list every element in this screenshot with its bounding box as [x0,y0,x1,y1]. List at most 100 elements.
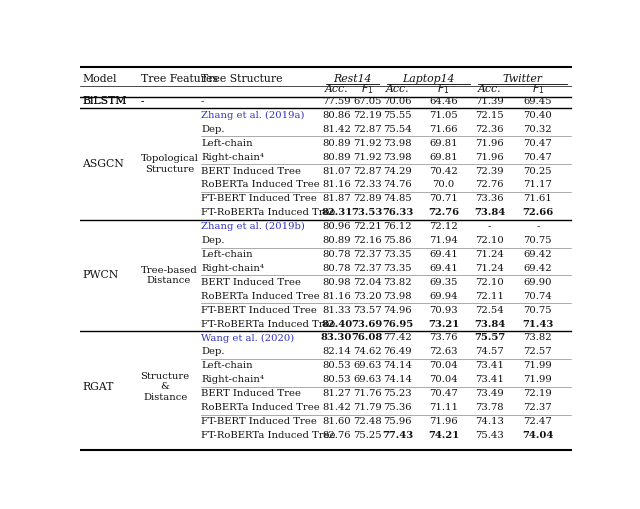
Text: 81.16: 81.16 [323,292,351,301]
Text: 77.42: 77.42 [383,333,412,343]
Text: BERT Induced Tree: BERT Induced Tree [201,166,301,176]
Text: 71.05: 71.05 [429,111,458,120]
Text: 82.31: 82.31 [321,208,352,217]
Text: 80.86: 80.86 [323,111,351,120]
Text: 74.04: 74.04 [522,431,554,440]
Text: 73.98: 73.98 [383,292,412,301]
Text: RGAT: RGAT [82,382,113,392]
Text: Tree Features: Tree Features [141,74,218,83]
Text: 69.35: 69.35 [429,278,458,287]
Text: -: - [488,222,491,231]
Text: Left-chain: Left-chain [201,361,253,371]
Text: 72.19: 72.19 [524,389,552,398]
Text: 72.63: 72.63 [429,347,458,356]
Text: 74.14: 74.14 [383,361,412,371]
Text: 69.90: 69.90 [524,278,552,287]
Text: -: - [201,97,204,106]
Text: Structure
&
Distance: Structure & Distance [141,372,190,402]
Text: 71.11: 71.11 [429,403,458,412]
Text: 69.63: 69.63 [353,361,381,371]
Text: 75.54: 75.54 [383,125,412,134]
Text: 72.89: 72.89 [353,194,381,203]
Text: Tree Structure: Tree Structure [201,74,282,83]
Text: 80.53: 80.53 [323,375,351,384]
Text: 64.46: 64.46 [429,97,458,106]
Text: 70.75: 70.75 [524,236,552,245]
Text: 81.42: 81.42 [323,403,351,412]
Text: 76.49: 76.49 [383,347,412,356]
Text: 74.14: 74.14 [383,375,412,384]
Text: 70.71: 70.71 [429,194,458,203]
Text: 71.76: 71.76 [353,389,381,398]
Text: 71.96: 71.96 [475,153,504,161]
Text: 74.85: 74.85 [383,194,412,203]
Text: 82.40: 82.40 [321,320,352,329]
Text: 74.29: 74.29 [383,166,412,176]
Text: 80.78: 80.78 [323,264,351,273]
Text: 75.36: 75.36 [383,403,412,412]
Text: BiLSTM: BiLSTM [82,96,127,106]
Text: 72.33: 72.33 [353,180,381,189]
Text: 81.87: 81.87 [323,194,351,203]
Text: -: - [536,222,540,231]
Text: Twitter: Twitter [502,74,543,83]
Text: 75.55: 75.55 [383,111,412,120]
Text: 69.41: 69.41 [429,264,458,273]
Text: Right-chain⁴: Right-chain⁴ [201,375,264,384]
Text: 69.94: 69.94 [429,292,458,301]
Text: 71.92: 71.92 [353,153,381,161]
Text: 71.96: 71.96 [429,417,458,426]
Text: 77.59: 77.59 [323,97,351,106]
Text: 72.47: 72.47 [524,417,552,426]
Text: 70.06: 70.06 [383,97,412,106]
Text: 73.41: 73.41 [475,375,504,384]
Text: 70.04: 70.04 [429,375,458,384]
Text: 72.19: 72.19 [353,111,381,120]
Text: 74.57: 74.57 [475,347,504,356]
Text: 69.41: 69.41 [429,250,458,259]
Text: 70.42: 70.42 [429,166,458,176]
Text: 72.16: 72.16 [353,236,381,245]
Text: 71.79: 71.79 [353,403,381,412]
Text: 73.82: 73.82 [524,333,552,343]
Text: 73.36: 73.36 [475,194,504,203]
Text: 72.10: 72.10 [475,278,504,287]
Text: $F_1$: $F_1$ [361,82,373,96]
Text: Zhang et al. (2019b): Zhang et al. (2019b) [201,222,305,231]
Text: 72.48: 72.48 [353,417,381,426]
Text: Right-chain⁴: Right-chain⁴ [201,153,264,161]
Text: 73.98: 73.98 [383,153,412,161]
Text: 81.60: 81.60 [323,417,351,426]
Text: 76.12: 76.12 [383,222,412,231]
Text: Rest14: Rest14 [333,74,371,83]
Text: 73.35: 73.35 [383,250,412,259]
Text: 71.24: 71.24 [475,264,504,273]
Text: 75.96: 75.96 [383,417,412,426]
Text: 73.35: 73.35 [383,264,412,273]
Text: Left-chain: Left-chain [201,138,253,148]
Text: 70.74: 70.74 [524,292,552,301]
Text: FT-BERT Induced Tree: FT-BERT Induced Tree [201,417,317,426]
Text: 82.14: 82.14 [323,347,351,356]
Text: FT-RoBERTa Induced Tree: FT-RoBERTa Induced Tree [201,320,335,329]
Text: 73.84: 73.84 [474,320,505,329]
Text: 69.42: 69.42 [524,250,552,259]
Text: 74.21: 74.21 [428,431,459,440]
Text: $F_1$: $F_1$ [532,82,544,96]
Text: 81.07: 81.07 [323,166,351,176]
Text: 72.57: 72.57 [524,347,552,356]
Text: 70.04: 70.04 [429,361,458,371]
Text: 80.96: 80.96 [323,222,351,231]
Text: 74.13: 74.13 [475,417,504,426]
Text: 74.62: 74.62 [353,347,381,356]
Text: BiLSTM: BiLSTM [82,96,127,106]
Text: 72.15: 72.15 [475,111,504,120]
Text: Dep.: Dep. [201,347,225,356]
Text: 69.63: 69.63 [353,375,381,384]
Text: 71.94: 71.94 [429,236,458,245]
Text: FT-RoBERTa Induced Tree: FT-RoBERTa Induced Tree [201,431,335,440]
Text: 72.54: 72.54 [475,305,504,315]
Text: Right-chain⁴: Right-chain⁴ [201,264,264,273]
Text: Dep.: Dep. [201,236,225,245]
Text: 73.84: 73.84 [474,208,505,217]
